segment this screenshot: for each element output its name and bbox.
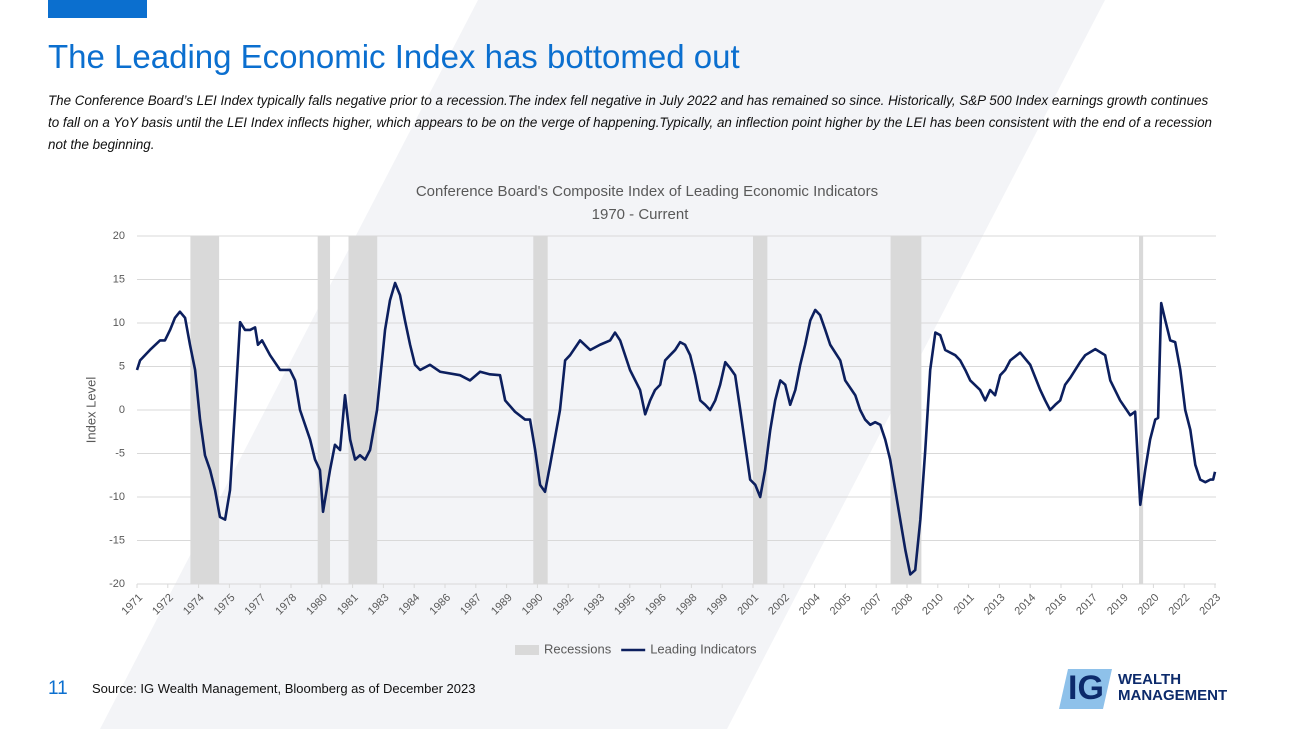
x-tick-label: 2022: [1167, 592, 1193, 618]
x-tick-label: 2017: [1074, 592, 1100, 618]
legend-label: Recessions: [544, 641, 612, 656]
y-axis-label: Index Level: [83, 377, 98, 444]
logo-shape: [1059, 669, 1112, 709]
y-tick-label: 5: [119, 360, 125, 372]
x-tick-label: 2023: [1197, 592, 1223, 618]
legend-swatch: [515, 645, 539, 655]
slide-body: The Conference Board’s LEI Index typical…: [48, 93, 1212, 152]
y-tick-label: -5: [115, 447, 125, 459]
logo-mark: IG: [1068, 669, 1104, 707]
x-tick-label: 2013: [982, 592, 1008, 618]
y-tick-label: 0: [119, 404, 125, 416]
x-tick-label: 2007: [859, 592, 885, 618]
y-tick-label: -15: [109, 534, 125, 546]
chart-subtitle: 1970 - Current: [592, 206, 690, 223]
x-tick-label: 2004: [797, 592, 823, 618]
x-tick-label: 2014: [1013, 592, 1039, 618]
y-tick-label: -10: [109, 491, 125, 503]
y-tick-label: 15: [113, 273, 125, 285]
slide-title: The Leading Economic Index has bottomed …: [48, 38, 740, 75]
x-tick-label: 2016: [1043, 592, 1069, 618]
legend-label: Leading Indicators: [650, 641, 757, 656]
logo: IG WEALTH MANAGEMENT: [1059, 669, 1227, 709]
y-tick-label: 10: [113, 317, 125, 329]
page-number: 11: [48, 678, 68, 699]
data-line: [135, 281, 1217, 576]
y-tick-label: 20: [113, 230, 125, 242]
x-tick-label: 2011: [952, 592, 977, 617]
y-tick-label: -20: [109, 578, 125, 590]
x-tick-label: 2010: [920, 592, 946, 618]
x-tick-label: 2005: [828, 592, 854, 618]
x-tick-label: 1971: [119, 592, 145, 618]
x-tick-label: 2019: [1105, 592, 1131, 618]
x-tick-label: 2008: [889, 592, 915, 618]
source: Source: IG Wealth Management, Bloomberg …: [92, 681, 476, 696]
chart-title: Conference Board's Composite Index of Le…: [416, 183, 878, 200]
x-tick-label: 2020: [1136, 592, 1162, 618]
logo-text: MANAGEMENT: [1118, 687, 1227, 704]
logo-text: WEALTH: [1118, 671, 1181, 688]
accent-bar: [48, 0, 147, 18]
